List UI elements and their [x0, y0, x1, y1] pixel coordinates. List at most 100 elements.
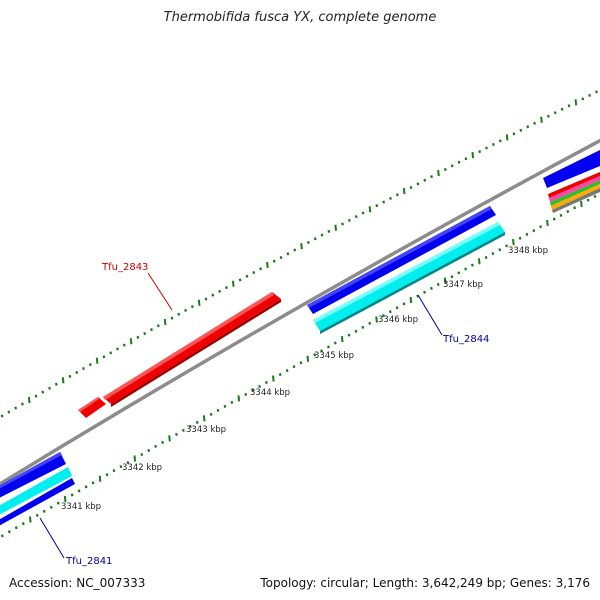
minor-tick — [595, 90, 598, 94]
minor-tick — [42, 509, 46, 513]
minor-tick — [491, 252, 495, 256]
minor-tick — [292, 365, 296, 369]
minor-tick — [546, 114, 550, 118]
minor-tick — [0, 534, 4, 538]
minor-tick — [464, 267, 467, 271]
minor-tick — [567, 104, 571, 108]
major-tick — [168, 435, 171, 442]
minor-tick — [436, 282, 440, 286]
minor-tick — [299, 361, 303, 365]
minor-tick — [225, 286, 228, 290]
minor-tick — [48, 386, 51, 390]
minor-tick — [91, 481, 95, 485]
minor-tick — [341, 222, 344, 226]
minor-tick — [154, 444, 158, 448]
minor-tick — [423, 178, 427, 182]
minor-tick — [388, 310, 392, 314]
major-tick — [163, 318, 167, 326]
major-tick — [409, 296, 413, 304]
minor-tick — [478, 150, 482, 154]
major-tick — [402, 188, 406, 195]
minor-tick — [184, 308, 187, 312]
minor-tick — [581, 97, 585, 101]
major-tick — [580, 200, 583, 208]
minor-tick — [409, 185, 413, 189]
minor-tick — [14, 526, 18, 530]
gene-label-tfu-2841[interactable]: Tfu_2841 — [65, 556, 112, 567]
minor-tick — [347, 333, 351, 337]
minor-tick — [82, 367, 85, 371]
minor-tick — [70, 493, 74, 497]
minor-tick — [238, 278, 242, 282]
minor-tick — [485, 146, 488, 150]
minor-tick — [109, 351, 113, 355]
minor-tick — [539, 225, 542, 229]
major-tick — [546, 219, 549, 227]
major-tick — [231, 280, 235, 287]
feature-cluster-upper-right — [543, 150, 600, 213]
major-tick — [477, 258, 481, 265]
minor-tick — [188, 424, 192, 428]
minor-tick — [147, 448, 151, 452]
minor-tick — [313, 237, 317, 241]
minor-tick — [41, 390, 45, 394]
minor-tick — [450, 275, 454, 279]
minor-tick — [251, 388, 254, 392]
minor-tick — [252, 270, 256, 274]
minor-tick — [126, 461, 130, 465]
minor-tick — [35, 513, 39, 517]
minor-tick — [177, 312, 181, 316]
feature-tfu-2844[interactable] — [307, 206, 505, 334]
minor-tick — [136, 335, 140, 339]
major-tick — [63, 495, 67, 503]
minor-tick — [285, 369, 289, 373]
tick-label-3343: 3343 kbp — [186, 425, 226, 435]
major-tick — [237, 395, 241, 402]
tick-label-3341: 3341 kbp — [61, 502, 101, 512]
tick-labels: 3341 kbp 3342 kbp 3343 kbp 3344 kbp 3345… — [61, 246, 548, 512]
major-tick — [574, 99, 578, 106]
minor-tick — [21, 402, 24, 406]
minor-tick — [175, 432, 178, 436]
minor-tick — [526, 125, 530, 129]
minor-tick — [140, 452, 144, 456]
minor-tick — [553, 111, 557, 115]
minor-tick — [182, 428, 185, 432]
major-tick — [28, 516, 32, 523]
minor-tick — [14, 406, 18, 410]
genome-summary-text: Topology: circular; Length: 3,642,249 bp… — [260, 576, 590, 590]
minor-tick — [75, 370, 79, 374]
feature-tfu-2841[interactable] — [0, 452, 75, 528]
accession-text: Accession: NC_007333 — [9, 576, 146, 590]
major-tick — [471, 152, 475, 159]
feature-tfu-2843[interactable] — [78, 292, 281, 418]
minor-tick — [416, 294, 420, 298]
gene-label-tfu-2844[interactable]: Tfu_2844 — [442, 334, 489, 345]
minor-tick — [382, 314, 385, 318]
minor-tick — [327, 345, 330, 349]
inner-tick-ring — [0, 194, 597, 538]
minor-tick — [150, 328, 153, 332]
minor-tick — [218, 289, 222, 293]
minor-tick — [216, 408, 220, 412]
minor-tick — [443, 167, 447, 171]
minor-tick — [211, 293, 215, 297]
minor-tick — [230, 400, 234, 404]
minor-tick — [68, 374, 72, 378]
minor-tick — [423, 290, 426, 294]
minor-tick — [354, 329, 358, 333]
major-tick — [437, 169, 440, 177]
minor-tick — [34, 394, 38, 398]
minor-tick — [402, 302, 406, 306]
major-tick — [61, 377, 65, 384]
gene-label-tfu-2843[interactable]: Tfu_2843 — [101, 262, 148, 273]
minor-tick — [105, 473, 109, 477]
major-tick — [300, 243, 303, 250]
minor-tick — [518, 236, 522, 240]
major-tick — [95, 357, 99, 364]
minor-tick — [7, 530, 11, 534]
gene-label-group-tfu-2844: Tfu_2844 — [417, 294, 489, 345]
minor-tick — [195, 420, 199, 424]
major-tick — [98, 475, 102, 482]
